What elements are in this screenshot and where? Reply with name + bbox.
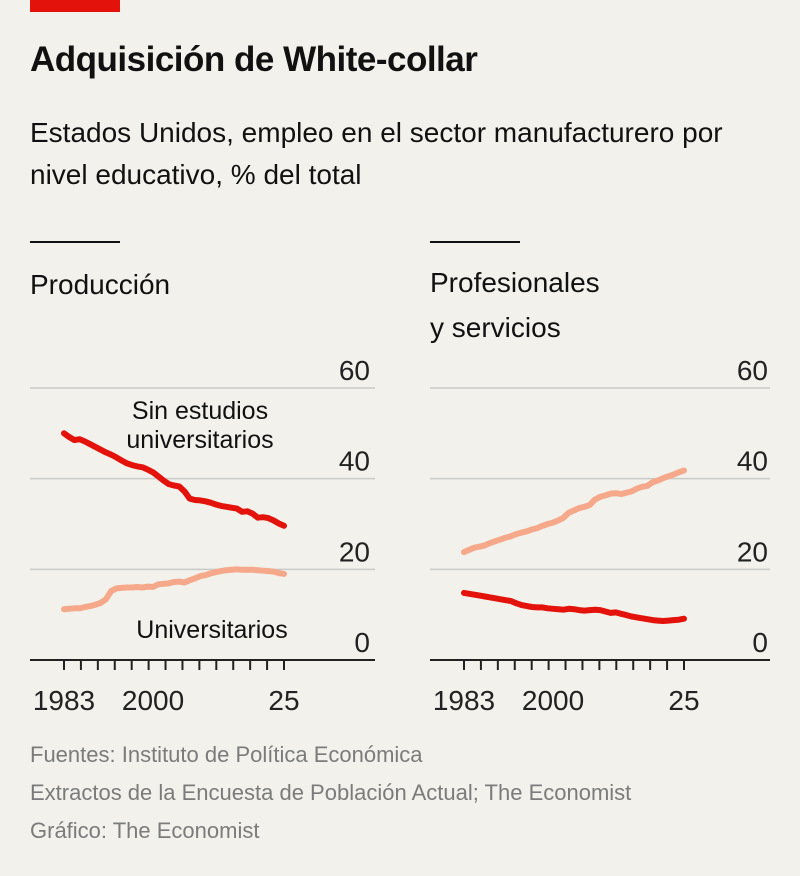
annotation-sin-estudios: Sin estudios universitarios	[126, 397, 273, 454]
chart-area: Producción 60 40 20 0 1983 2000 25 Profesionales…	[30, 241, 770, 716]
panel-title-line: y servicios	[430, 312, 561, 343]
x-tick-label: 1983	[33, 685, 95, 716]
source-notes: Fuentes: Instituto de Política Económica…	[30, 736, 631, 850]
y-tick-label: 60	[737, 355, 768, 386]
series-line-universitarios	[461, 467, 687, 556]
y-tick-label: 40	[737, 446, 768, 477]
panel-title: Profesionales y servicios	[430, 267, 600, 343]
annotation-line: universitarios	[126, 426, 273, 454]
series-line-sin-estudios	[461, 589, 687, 624]
x-tick-label: 1983	[433, 685, 495, 716]
y-tick-label: 20	[737, 536, 768, 567]
chart-credit: Gráfico: The Economist	[30, 818, 260, 843]
y-tick-label: 40	[339, 446, 370, 477]
y-tick-label: 0	[752, 627, 768, 658]
x-tick-label: 2000	[122, 685, 184, 716]
panel-title-line: Profesionales	[430, 267, 600, 298]
panel-title-line: Producción	[30, 269, 170, 300]
source-line-2: Extractos de la Encuesta de Población Ac…	[30, 780, 632, 805]
annotation-universitarios: Universitarios	[136, 616, 287, 644]
x-tick-label: 25	[268, 685, 299, 716]
y-tick-label: 60	[339, 355, 370, 386]
annotation-line: Sin estudios	[132, 397, 268, 425]
y-tick-label: 20	[339, 536, 370, 567]
series-line-sin-estudios	[61, 430, 287, 529]
chart-subtitle: Estados Unidos, empleo en el sector manu…	[30, 117, 723, 190]
source-line-1: Fuentes: Instituto de Política Económica	[30, 742, 423, 767]
series-line-universitarios	[61, 566, 287, 613]
panel-title: Producción	[30, 269, 170, 300]
x-tick-label: 25	[668, 685, 699, 716]
y-tick-label: 0	[354, 627, 370, 658]
chart-title: Adquisición de White-collar	[30, 40, 478, 79]
accent-bar	[30, 0, 120, 12]
x-tick-label: 2000	[522, 685, 584, 716]
